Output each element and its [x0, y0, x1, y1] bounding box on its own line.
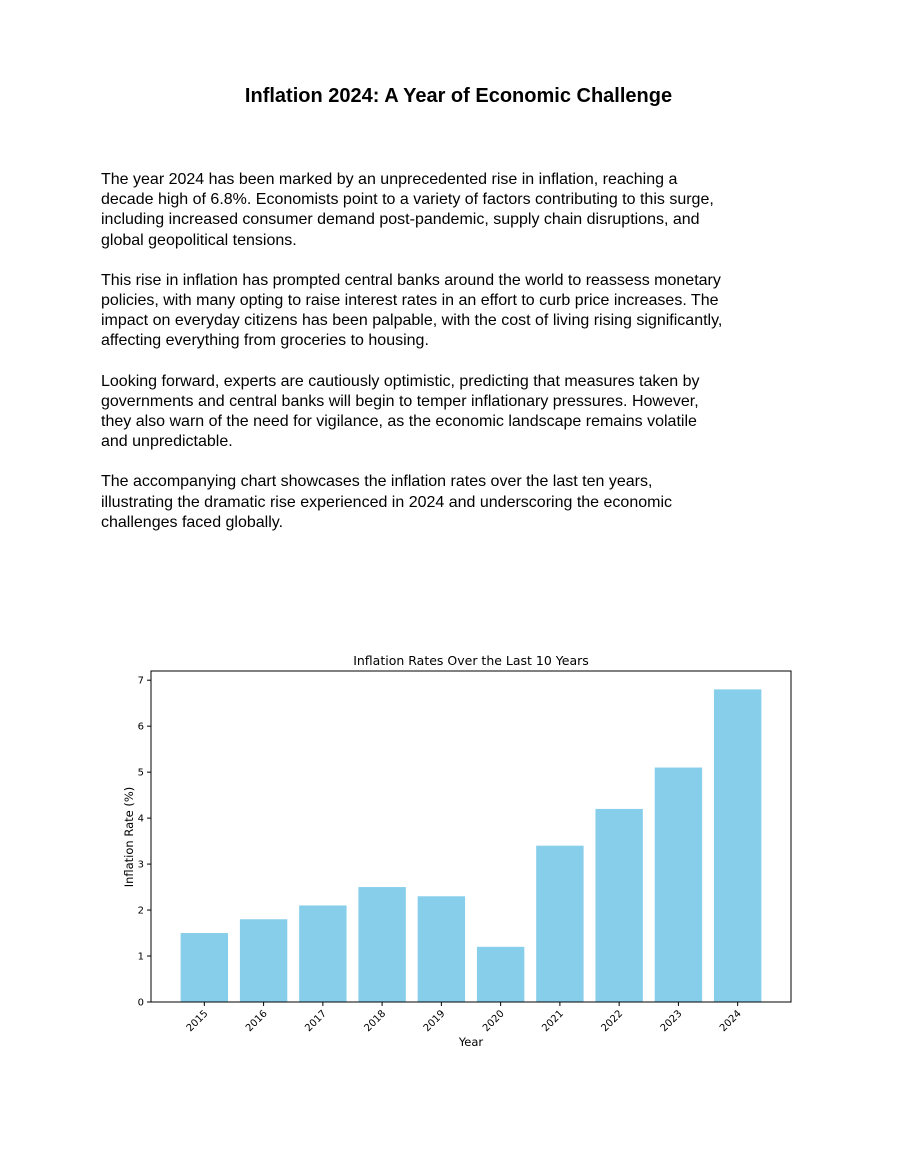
article-paragraph-1: The year 2024 has been marked by an unpr… [101, 171, 714, 249]
bar-2018 [358, 887, 406, 1002]
bar-2016 [239, 919, 288, 1002]
bar-2024 [713, 689, 762, 1002]
x-axis-label: Year [458, 1035, 484, 1049]
article-body: The year 2024 has been marked by an unpr… [101, 170, 726, 553]
y-tick-label: 2 [138, 906, 144, 917]
x-tick-label: 2024 [718, 1008, 744, 1034]
article-paragraph-2: This rise in inflation has prompted cent… [101, 271, 723, 350]
y-axis-label: Inflation Rate (%) [122, 787, 136, 888]
bar-2017 [299, 905, 347, 1002]
y-tick-label: 0 [138, 998, 144, 1009]
x-tick-label: 2020 [481, 1008, 507, 1034]
x-tick-label: 2022 [599, 1008, 625, 1034]
x-tick-label: 2017 [303, 1008, 329, 1034]
chart-title: Inflation Rates Over the Last 10 Years [353, 653, 589, 668]
inflation-chart: 0 1 2 3 4 5 6 7 2015 2016 2017 2018 2019 2020 2021 202… [0, 640, 907, 1060]
y-tick-label: 5 [138, 768, 144, 779]
x-tick-label: 2023 [659, 1008, 685, 1034]
article-paragraph-4: The accompanying chart showcases the inf… [101, 473, 672, 531]
chart-bars [180, 689, 762, 1002]
plot-area-frame [150, 670, 792, 1003]
bar-2020 [476, 946, 525, 1002]
y-tick-label: 3 [138, 860, 144, 871]
y-tick-label: 1 [138, 952, 144, 963]
bar-2022 [595, 808, 643, 1002]
bar-2015 [180, 933, 229, 1002]
page-title: Inflation 2024: A Year of Economic Chall… [244, 85, 673, 107]
bar-2023 [654, 767, 703, 1002]
y-tick-label: 7 [138, 676, 144, 687]
x-tick-label: 2018 [362, 1008, 388, 1034]
article-paragraph-3: Looking forward, experts are cautiously … [101, 372, 700, 451]
x-tick-label: 2016 [244, 1008, 270, 1034]
bar-2019 [417, 896, 466, 1002]
y-tick-label: 4 [138, 814, 144, 825]
x-tick-label: 2015 [185, 1008, 211, 1034]
bar-2021 [536, 845, 584, 1002]
y-axis-ticks: 0 1 2 3 4 5 6 7 [138, 676, 151, 1009]
x-tick-label: 2019 [422, 1008, 448, 1034]
x-tick-label: 2021 [540, 1008, 566, 1034]
y-tick-label: 6 [138, 722, 144, 733]
x-axis-ticks: 2015 2016 2017 2018 2019 2020 2021 2022 2023 2024 [185, 1002, 744, 1034]
chart-canvas: 0 1 2 3 4 5 6 7 2015 2016 2017 2018 2019 2020 2021 202… [122, 653, 792, 1049]
